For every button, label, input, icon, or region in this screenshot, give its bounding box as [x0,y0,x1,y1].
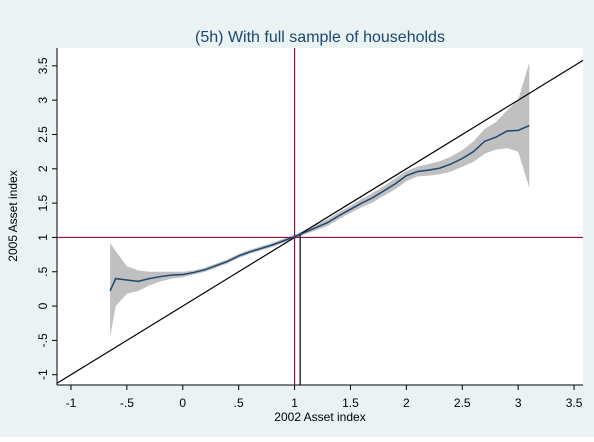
fit-line [109,124,530,292]
x-tick-label: 0 [179,396,186,410]
x-tick-label: 2.5 [454,396,471,410]
y-tick-label: 3 [36,97,50,104]
x-axis-title: 2002 Asset index [274,410,365,424]
y-tick-label: -.5 [36,333,50,347]
y-axis-title: 2005 Asset index [6,170,20,261]
y-tick-label: 2.5 [36,126,50,143]
x-tick-label: 2 [403,396,410,410]
x-tick-label: .5 [234,396,244,410]
chart-title: (5h) With full sample of households [195,29,445,46]
y-tick-label: 0 [36,302,50,309]
x-tick-label: 3 [515,396,522,410]
y-tick-label: 1 [36,234,50,241]
y-tick-label: -1 [36,369,50,380]
y-tick-label: 3.5 [36,57,50,74]
x-tick-label: 1.5 [342,396,359,410]
y-tick-label: 1.5 [36,194,50,211]
x-tick-label: 3.5 [566,396,583,410]
x-tick-label: -1 [66,396,77,410]
x-tick-label: 1 [291,396,298,410]
y-tick-label: 2 [36,165,50,172]
y-tick-label: .5 [36,266,50,276]
x-tick-label: -.5 [120,396,134,410]
diagonal-line [56,59,584,384]
